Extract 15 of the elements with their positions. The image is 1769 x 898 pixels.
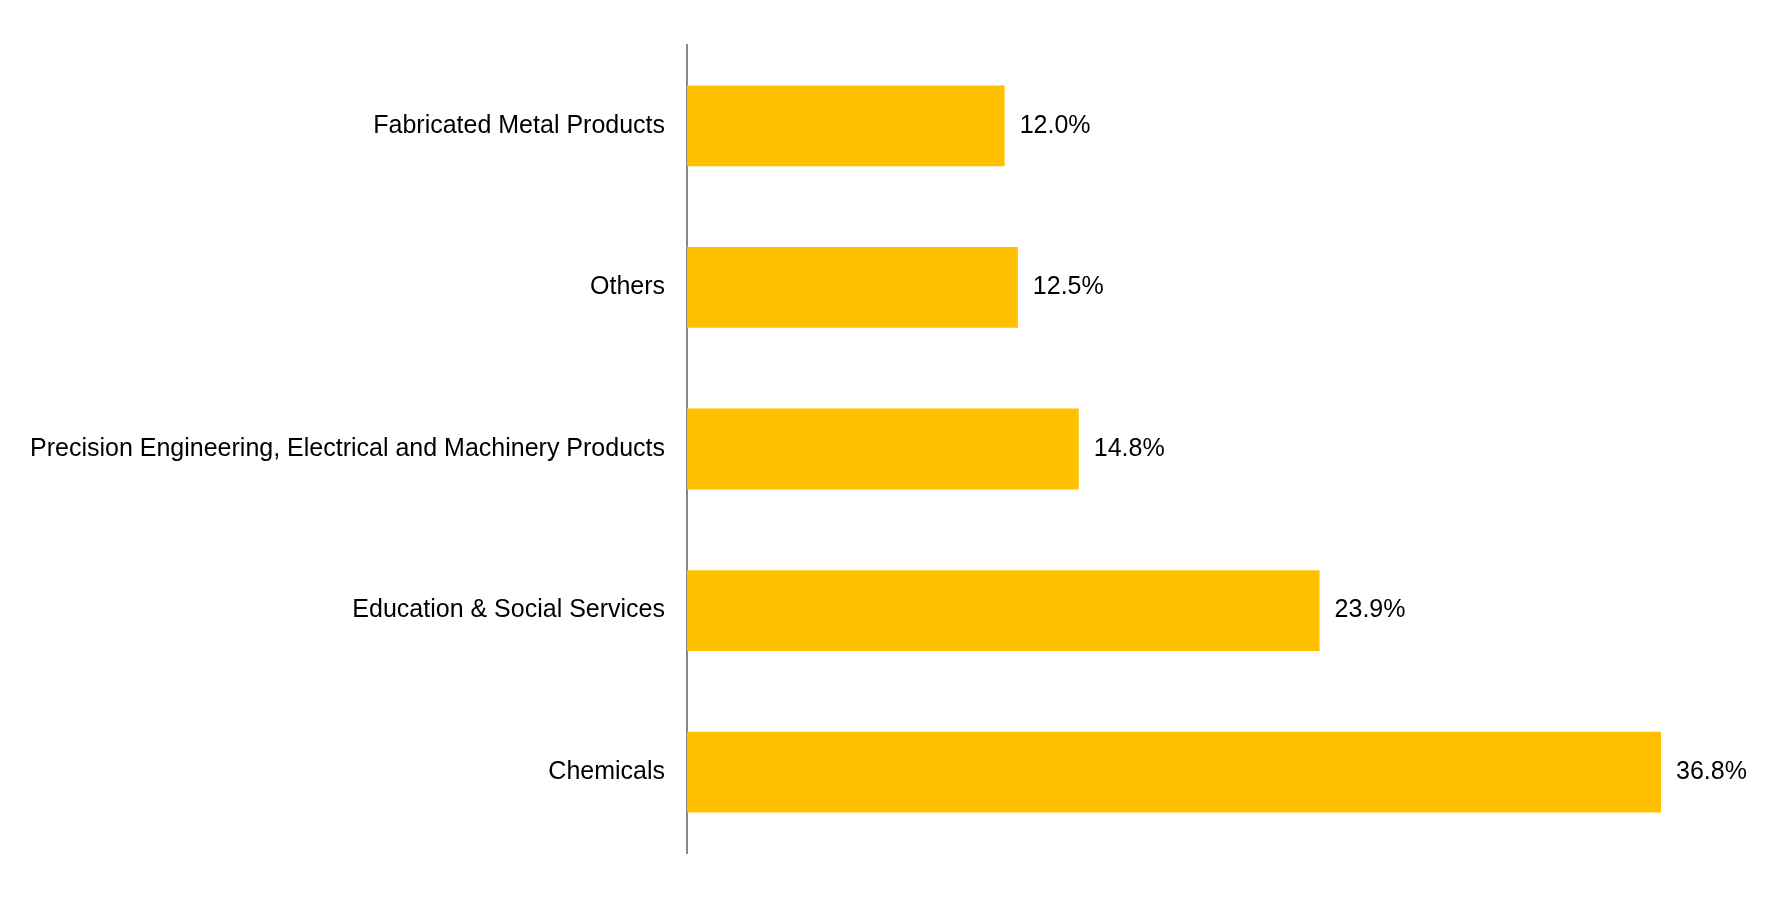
data-label: 14.8% [1093, 432, 1165, 461]
data-label: 23.9% [1334, 594, 1406, 623]
bar [687, 570, 1320, 651]
y-tick-label: Fabricated Metal Products [373, 109, 666, 138]
bar [687, 408, 1079, 490]
data-label: 36.8% [1676, 756, 1747, 785]
y-tick-label: Precision Engineering, Electrical and Machinery Products [29, 432, 666, 461]
bar [687, 731, 1661, 813]
data-label: 12.5% [1032, 271, 1104, 300]
y-tick-label: Others [590, 271, 666, 300]
data-label: 12.0% [1019, 109, 1091, 138]
y-tick-label: Chemicals [548, 756, 666, 785]
bar [687, 85, 1005, 167]
y-tick-label: Education & Social Services [352, 594, 666, 623]
bar [687, 247, 1018, 328]
